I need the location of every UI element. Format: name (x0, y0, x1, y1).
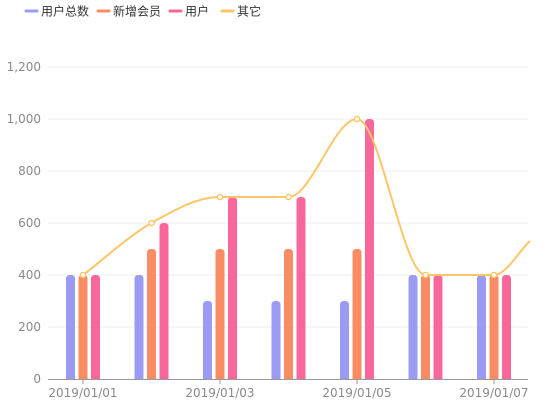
legend[interactable]: 用户总数 新增会员 用户 其它 (24, 4, 261, 19)
line-point[interactable] (285, 193, 292, 201)
bar[interactable] (134, 275, 144, 379)
line-path (82, 117, 531, 277)
y-tick-label: 0 (33, 372, 41, 386)
bar[interactable] (66, 275, 75, 379)
legend-item[interactable]: 用户 (168, 4, 209, 19)
bar[interactable] (91, 275, 100, 379)
bar[interactable] (296, 197, 306, 379)
x-axis-tick-labels: 2019/01/01 2019/01/03 2019/01/05 2019/01/07 (48, 386, 528, 400)
bar[interactable] (147, 249, 156, 379)
y-tick-label: 200 (18, 320, 41, 334)
x-tick-label: 2019/01/01 (48, 386, 117, 400)
y-axis-tick-labels: 0 200 400 600 800 1,000 1,200 (7, 60, 41, 386)
bar[interactable] (433, 275, 443, 379)
y-tick-label: 800 (18, 164, 41, 178)
line-point[interactable] (422, 271, 429, 279)
bar[interactable] (284, 249, 293, 379)
x-tick-label: 2019/01/03 (185, 386, 254, 400)
legend-label: 其它 (237, 4, 261, 19)
bar[interactable] (78, 275, 88, 379)
line-point[interactable] (353, 115, 361, 123)
y-tick-label: 1,200 (7, 60, 41, 74)
legend-item[interactable]: 用户总数 (24, 4, 89, 19)
axes (48, 379, 528, 384)
legend-label: 新增会员 (113, 4, 161, 19)
bar[interactable] (228, 197, 237, 379)
line-point[interactable] (79, 271, 87, 279)
bar[interactable] (271, 301, 281, 379)
legend-label: 用户 (185, 4, 209, 19)
line-point[interactable] (490, 271, 498, 279)
bar[interactable] (477, 275, 486, 379)
bars (66, 119, 511, 379)
bar[interactable] (365, 119, 374, 379)
bar[interactable] (340, 301, 349, 379)
y-tick-label: 600 (18, 216, 41, 230)
line-series (79, 115, 531, 279)
legend-item[interactable]: 新增会员 (96, 4, 161, 19)
bar[interactable] (159, 223, 169, 379)
x-tick-label: 2019/01/07 (459, 386, 528, 400)
line-point[interactable] (148, 219, 155, 227)
bar[interactable] (352, 249, 362, 379)
y-tick-label: 400 (18, 268, 41, 282)
bar[interactable] (203, 301, 212, 379)
y-tick-label: 1,000 (7, 112, 41, 126)
legend-item[interactable]: 其它 (220, 4, 261, 19)
bar[interactable] (502, 275, 511, 379)
bar[interactable] (489, 275, 499, 379)
bar[interactable] (408, 275, 418, 379)
line-point[interactable] (216, 193, 224, 201)
x-tick-label: 2019/01/05 (322, 386, 391, 400)
bar[interactable] (215, 249, 225, 379)
bar[interactable] (421, 275, 430, 379)
legend-label: 用户总数 (41, 4, 89, 19)
